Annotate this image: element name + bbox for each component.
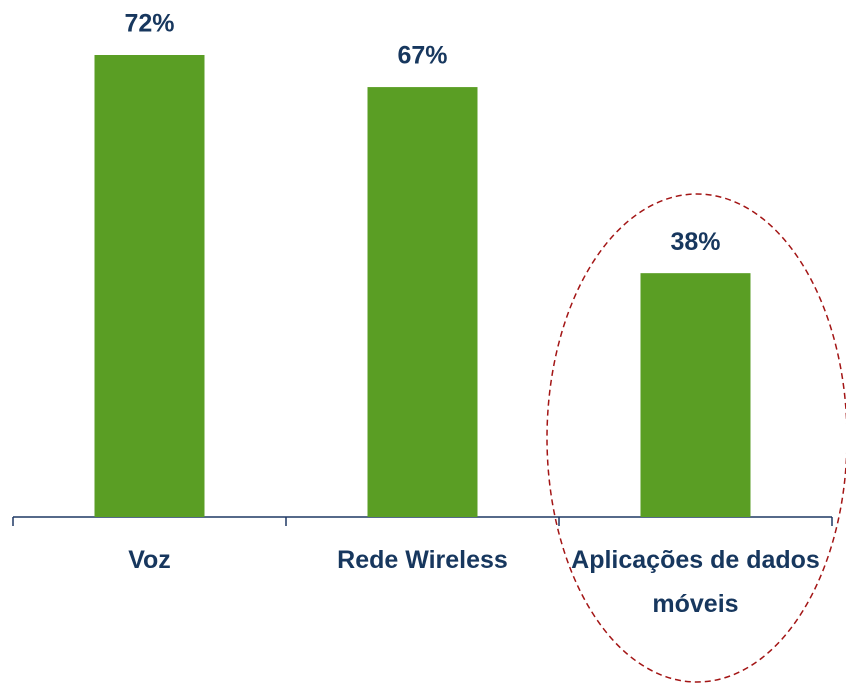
x-tick-label: Aplicações de dados móveis (571, 546, 820, 618)
value-label: 72% (124, 10, 174, 38)
x-tick-label: Rede Wireless (337, 546, 508, 574)
bar (367, 87, 478, 517)
value-label: 38% (670, 228, 720, 256)
value-label: 67% (397, 42, 447, 70)
bar (94, 55, 205, 517)
highlight-ellipse (546, 193, 846, 683)
x-tick-label: Voz (128, 546, 171, 574)
bar (640, 273, 751, 517)
